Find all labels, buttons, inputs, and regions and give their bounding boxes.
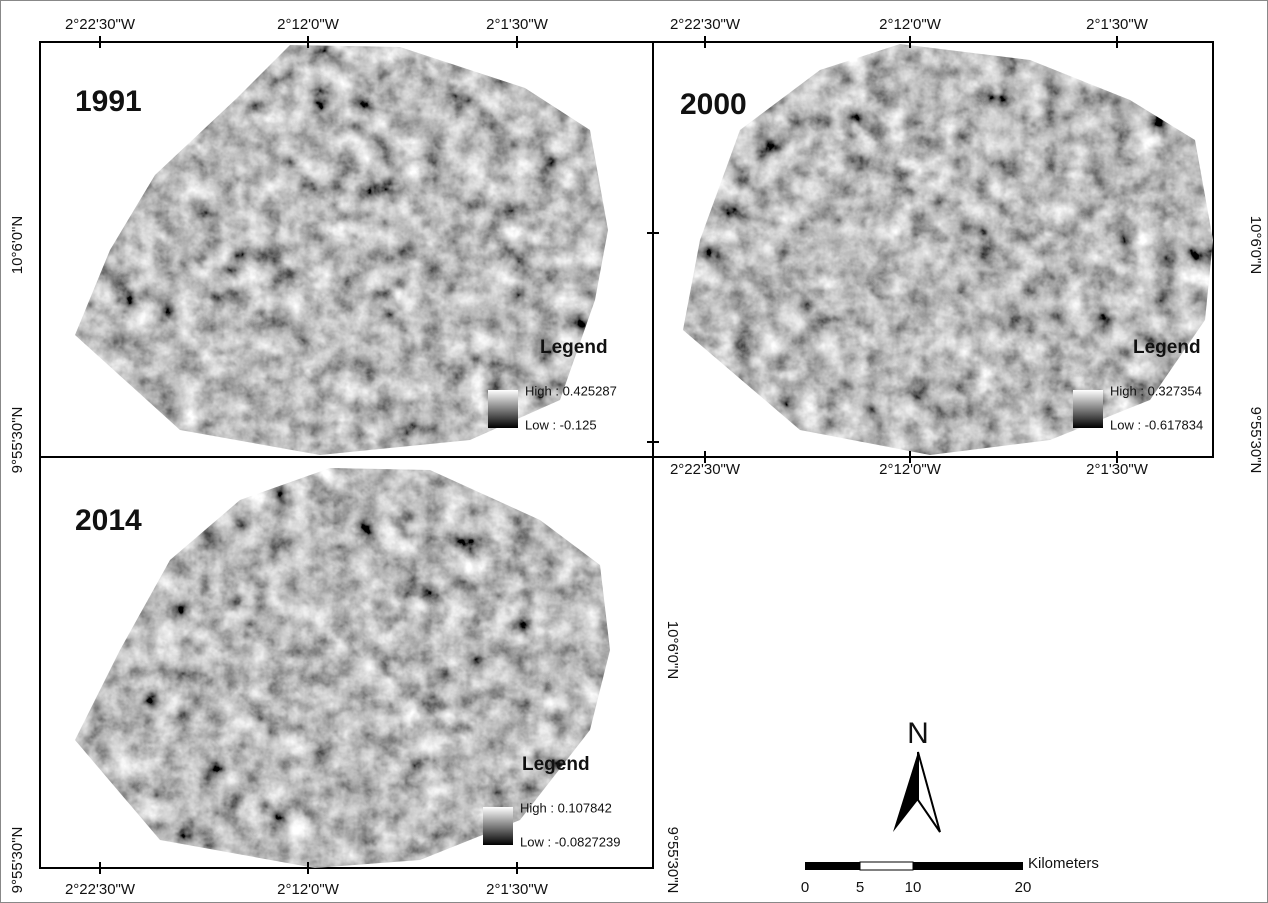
legend-title: Legend: [540, 337, 608, 358]
scale-seg: [860, 862, 913, 870]
legend-high: High : 0.327354: [1110, 383, 1202, 398]
longitude-label: 2°22'30"W: [65, 881, 136, 898]
longitude-label: 2°22'30"W: [65, 16, 136, 33]
latitude-label: 9°55'30"N: [9, 407, 26, 474]
legend-low: Low : -0.617834: [1110, 417, 1203, 432]
longitude-label: 2°1'30"W: [1086, 16, 1149, 33]
longitude-label: 2°1'30"W: [486, 16, 549, 33]
latitude-label: 9°55'30"N: [664, 827, 681, 894]
longitude-label: 2°22'30"W: [670, 461, 741, 478]
latitude-label: 10°6'0"N: [1247, 216, 1264, 274]
longitude-label: 2°1'30"W: [1086, 461, 1149, 478]
scale-label: 5: [856, 879, 864, 896]
legend-high: High : 0.425287: [525, 383, 617, 398]
legend-low: Low : -0.125: [525, 417, 597, 432]
latitude-label: 10°6'0"N: [9, 216, 26, 274]
legend-title: Legend: [1133, 337, 1201, 358]
legend-ramp: [488, 390, 518, 428]
scale-label: 20: [1015, 879, 1032, 896]
longitude-label: 2°12'0"W: [277, 881, 340, 898]
scale-seg: [913, 862, 1023, 870]
scale-seg: [805, 862, 860, 870]
legend-title: Legend: [522, 754, 590, 775]
latitude-label: 10°6'0"N: [664, 621, 681, 679]
scale-label: 10: [905, 879, 922, 896]
year-title: 1991: [75, 85, 142, 118]
legend-low: Low : -0.0827239: [520, 834, 620, 849]
legend-ramp: [483, 807, 513, 845]
longitude-label: 2°12'0"W: [879, 461, 942, 478]
longitude-label: 2°12'0"W: [277, 16, 340, 33]
longitude-label: 2°1'30"W: [486, 881, 549, 898]
year-title: 2014: [75, 504, 142, 537]
scale-unit: Kilometers: [1028, 855, 1099, 872]
legend-high: High : 0.107842: [520, 800, 612, 815]
latitude-label: 9°55'30"N: [1247, 407, 1264, 474]
north-label: N: [907, 717, 929, 750]
longitude-label: 2°12'0"W: [879, 16, 942, 33]
legend-ramp: [1073, 390, 1103, 428]
scale-label: 0: [801, 879, 809, 896]
map-layout: 1991 2°22'30"W 2°12'0"W 2°1'30"W 10°6'0"N 9°5…: [0, 0, 1268, 903]
year-title: 2000: [680, 88, 747, 121]
latitude-label: 9°55'30"N: [9, 827, 26, 894]
longitude-label: 2°22'30"W: [670, 16, 741, 33]
